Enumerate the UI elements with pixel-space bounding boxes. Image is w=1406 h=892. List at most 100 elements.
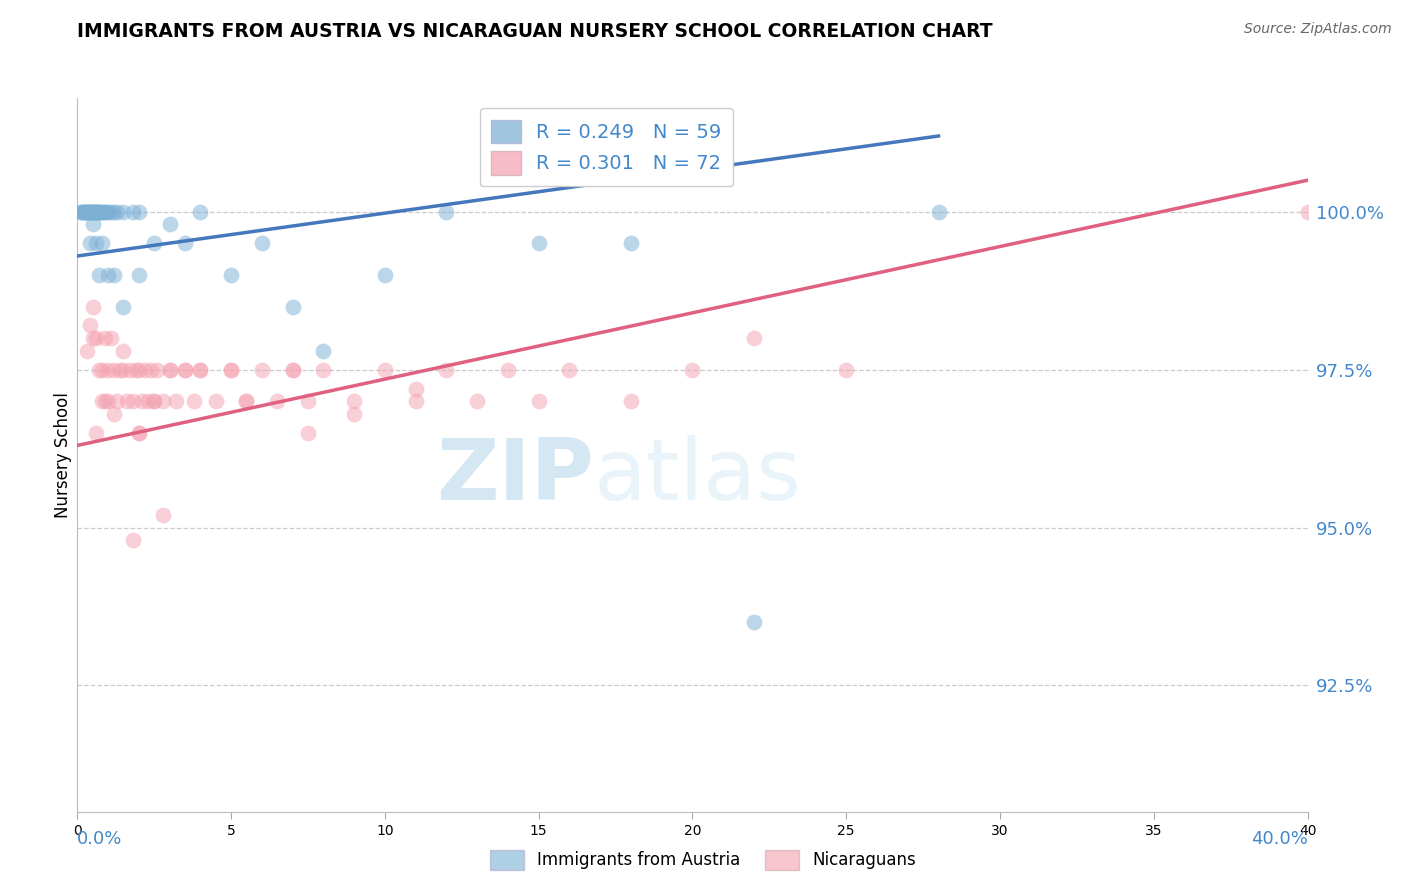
Point bbox=[190, 362, 212, 376]
Point bbox=[174, 236, 197, 251]
Point bbox=[312, 343, 335, 358]
Point bbox=[131, 394, 153, 409]
Point bbox=[84, 236, 107, 251]
Point bbox=[73, 204, 96, 219]
Point bbox=[112, 204, 135, 219]
Point bbox=[103, 268, 125, 282]
Point bbox=[405, 394, 427, 409]
Point bbox=[128, 425, 150, 440]
Point bbox=[73, 204, 96, 219]
Point bbox=[219, 362, 242, 376]
Point bbox=[72, 204, 94, 219]
Point bbox=[112, 343, 135, 358]
Point bbox=[183, 394, 205, 409]
Point bbox=[80, 204, 103, 219]
Point bbox=[100, 331, 122, 345]
Point bbox=[159, 362, 181, 376]
Point bbox=[84, 425, 107, 440]
Point bbox=[90, 394, 114, 409]
Point bbox=[89, 204, 111, 219]
Point bbox=[128, 204, 150, 219]
Point bbox=[125, 362, 148, 376]
Point bbox=[219, 268, 242, 282]
Point bbox=[94, 204, 117, 219]
Point bbox=[110, 362, 132, 376]
Point bbox=[620, 236, 643, 251]
Text: 0.0%: 0.0% bbox=[77, 830, 122, 847]
Point bbox=[143, 394, 166, 409]
Point bbox=[82, 300, 104, 314]
Point bbox=[87, 268, 110, 282]
Point bbox=[100, 204, 122, 219]
Point bbox=[86, 204, 108, 219]
Point bbox=[297, 425, 319, 440]
Y-axis label: Nursery School: Nursery School bbox=[53, 392, 72, 518]
Point bbox=[405, 382, 427, 396]
Point bbox=[97, 394, 120, 409]
Point bbox=[174, 362, 197, 376]
Text: ZIP: ZIP bbox=[436, 434, 595, 518]
Text: 40.0%: 40.0% bbox=[1251, 830, 1308, 847]
Point bbox=[69, 204, 91, 219]
Point bbox=[128, 268, 150, 282]
Point bbox=[297, 394, 319, 409]
Point bbox=[235, 394, 257, 409]
Point bbox=[312, 362, 335, 376]
Point bbox=[465, 394, 488, 409]
Point bbox=[835, 362, 858, 376]
Point bbox=[77, 204, 100, 219]
Point bbox=[77, 204, 100, 219]
Point bbox=[112, 300, 135, 314]
Point bbox=[118, 362, 141, 376]
Point bbox=[152, 394, 174, 409]
Point bbox=[93, 204, 115, 219]
Text: IMMIGRANTS FROM AUSTRIA VS NICARAGUAN NURSERY SCHOOL CORRELATION CHART: IMMIGRANTS FROM AUSTRIA VS NICARAGUAN NU… bbox=[77, 22, 993, 41]
Point bbox=[97, 362, 120, 376]
Point bbox=[76, 204, 98, 219]
Point bbox=[620, 394, 643, 409]
Text: Source: ZipAtlas.com: Source: ZipAtlas.com bbox=[1244, 22, 1392, 37]
Point bbox=[682, 362, 704, 376]
Point bbox=[146, 362, 169, 376]
Point bbox=[83, 204, 105, 219]
Point bbox=[374, 268, 396, 282]
Point bbox=[80, 204, 103, 219]
Point bbox=[250, 362, 273, 376]
Point bbox=[103, 204, 125, 219]
Point bbox=[143, 394, 166, 409]
Point bbox=[742, 331, 765, 345]
Point bbox=[84, 204, 107, 219]
Point bbox=[87, 204, 110, 219]
Point bbox=[1296, 204, 1319, 219]
Point bbox=[72, 204, 94, 219]
Text: atlas: atlas bbox=[595, 434, 801, 518]
Point bbox=[159, 362, 181, 376]
Point bbox=[527, 394, 550, 409]
Point bbox=[281, 362, 304, 376]
Point bbox=[219, 362, 242, 376]
Point bbox=[374, 362, 396, 376]
Point bbox=[436, 362, 458, 376]
Point bbox=[742, 615, 765, 630]
Point bbox=[79, 204, 101, 219]
Point bbox=[159, 218, 181, 232]
Point bbox=[190, 204, 212, 219]
Point bbox=[928, 204, 950, 219]
Point bbox=[79, 236, 101, 251]
Point bbox=[90, 236, 114, 251]
Point bbox=[165, 394, 187, 409]
Point bbox=[82, 331, 104, 345]
Point bbox=[84, 204, 107, 219]
Point bbox=[496, 362, 519, 376]
Point bbox=[97, 204, 120, 219]
Point bbox=[76, 204, 98, 219]
Point bbox=[79, 318, 101, 333]
Point bbox=[121, 204, 143, 219]
Point bbox=[86, 204, 108, 219]
Point bbox=[266, 394, 288, 409]
Point bbox=[558, 362, 581, 376]
Point bbox=[152, 508, 174, 522]
Legend: R = 0.249   N = 59, R = 0.301   N = 72: R = 0.249 N = 59, R = 0.301 N = 72 bbox=[479, 108, 733, 186]
Point bbox=[250, 236, 273, 251]
Point bbox=[83, 204, 105, 219]
